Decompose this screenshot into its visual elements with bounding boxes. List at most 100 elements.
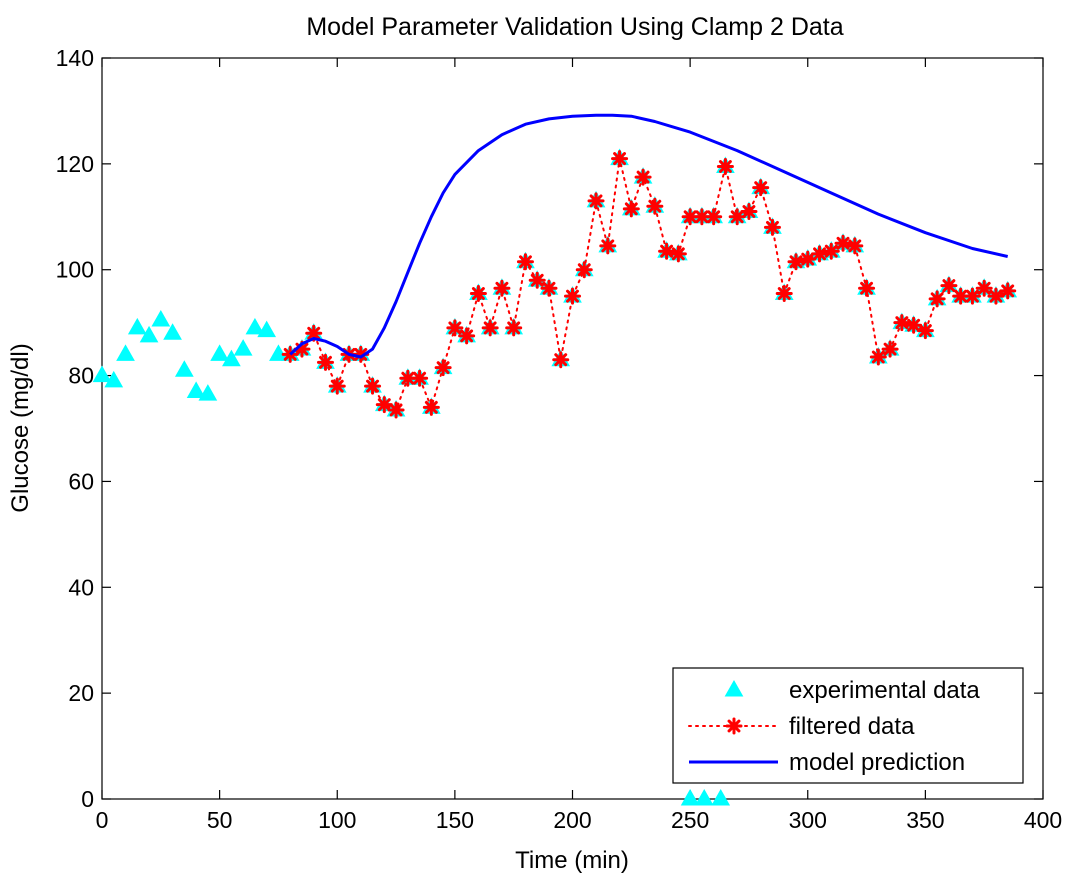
filtered-data-point [634, 168, 652, 186]
filtered-data-point [752, 179, 770, 197]
filtered-data-point [375, 396, 393, 414]
filtered-data-point [940, 277, 958, 295]
experimental-data-point [233, 339, 253, 356]
filtered-data-point [540, 279, 558, 297]
filtered-data-point [775, 285, 793, 303]
y-axis-label: Glucose (mg/dl) [7, 343, 34, 512]
x-tick-label: 400 [1024, 807, 1062, 833]
filtered-data-point [446, 319, 464, 337]
filtered-data-point [669, 245, 687, 263]
legend-entry-model-prediction: model prediction [689, 749, 965, 776]
x-axis-label: Time (min) [515, 847, 629, 874]
filtered-data-point [799, 250, 817, 268]
y-tick-label: 0 [81, 786, 94, 812]
filtered-data-point [858, 279, 876, 297]
legend-label: model prediction [789, 749, 965, 776]
y-tick-label: 120 [56, 151, 94, 177]
x-tick-label: 350 [906, 807, 944, 833]
legend: experimental data filtered data model pred… [672, 667, 1024, 784]
filtered-data-point [516, 253, 534, 271]
y-tick-label: 80 [68, 363, 94, 389]
filtered-data-point [905, 316, 923, 334]
filtered-data-point [422, 398, 440, 416]
y-tick-label: 20 [68, 680, 94, 706]
experimental-data-point [139, 325, 159, 343]
filtered-data-point [963, 287, 981, 305]
filtered-data-point [763, 218, 781, 236]
filtered-data-point [575, 261, 593, 279]
filtered-data-point [999, 282, 1017, 300]
filtered-data-point [564, 287, 581, 305]
model-prediction-line [289, 113, 1009, 359]
filtered-data-point [364, 377, 382, 395]
filtered-data-point [881, 340, 899, 358]
filtered-data-point [458, 327, 476, 345]
experimental-data-point [222, 349, 241, 367]
experimental-data-point [92, 365, 112, 383]
series-layer [92, 113, 1018, 806]
experimental-data-point [694, 788, 714, 806]
legend-swatch-marker [725, 717, 743, 735]
filtered-data-point [493, 279, 511, 297]
filtered-data-point [740, 202, 758, 220]
filtered-data-point [411, 369, 429, 387]
y-axis-ticks: 0 20 40 60 80 100 120 140 [56, 45, 1043, 812]
legend-entry-filtered-data: filtered data [688, 713, 915, 740]
filtered-data-point [646, 197, 664, 215]
filtered-data-point [399, 369, 417, 387]
filtered-data-point [846, 237, 864, 255]
filtered-data-point [469, 285, 487, 303]
filtered-data-point [328, 377, 346, 395]
series-filtered-data [281, 150, 1017, 419]
filtered-data-point [893, 314, 911, 332]
x-tick-label: 300 [789, 807, 827, 833]
legend-swatch-marker [724, 679, 744, 697]
filtered-data-point [822, 242, 840, 260]
x-tick-label: 250 [671, 807, 709, 833]
filtered-data-point [869, 348, 887, 366]
filtered-data-point [716, 158, 734, 176]
plot-area: 0 50 100 150 200 250 300 350 400 0 20 40 60 80 100 120… [56, 45, 1063, 833]
experimental-data-point [104, 370, 124, 388]
x-tick-label: 200 [553, 807, 591, 833]
x-axis-ticks: 0 50 100 150 200 250 300 350 400 [96, 58, 1062, 833]
legend-label: filtered data [789, 713, 915, 740]
x-tick-label: 50 [207, 807, 233, 833]
experimental-data-point [245, 317, 265, 335]
series-model-prediction [289, 113, 1009, 359]
legend-entry-experimental-data: experimental data [724, 677, 980, 704]
filtered-data-point [599, 237, 617, 255]
y-tick-label: 100 [56, 257, 94, 283]
experimental-data-point [198, 384, 218, 401]
experimental-data-point [680, 788, 700, 806]
experimental-data-point [116, 344, 135, 361]
filtered-data-point [505, 319, 523, 337]
y-tick-label: 140 [56, 45, 94, 71]
experimental-data-point [174, 360, 194, 377]
filtered-data-point [611, 150, 629, 168]
filtered-data-point [622, 200, 640, 218]
experimental-data-point [186, 381, 206, 398]
filtered-data-point [728, 208, 746, 226]
filtered-data-point [587, 192, 605, 210]
filtered-data-point [834, 234, 852, 252]
filtered-data-point [811, 245, 829, 263]
experimental-data-point [127, 317, 147, 335]
filtered-data-point [705, 208, 723, 226]
experimental-data-point [711, 788, 731, 806]
x-tick-label: 100 [318, 807, 356, 833]
filtered-data-point [434, 359, 452, 377]
filtered-data-point [316, 353, 334, 371]
filtered-data-point [987, 287, 1005, 305]
experimental-data-point [151, 309, 171, 327]
x-tick-label: 0 [96, 807, 109, 833]
filtered-data-point [481, 319, 499, 337]
filtered-data-point [387, 401, 405, 419]
filtered-data-point [787, 253, 805, 271]
filtered-data-point [916, 322, 934, 340]
chart-title: Model Parameter Validation Using Clamp 2… [306, 13, 843, 41]
filtered-data-point [658, 242, 676, 260]
filtered-data-point [528, 271, 546, 289]
legend-label: experimental data [789, 677, 980, 704]
